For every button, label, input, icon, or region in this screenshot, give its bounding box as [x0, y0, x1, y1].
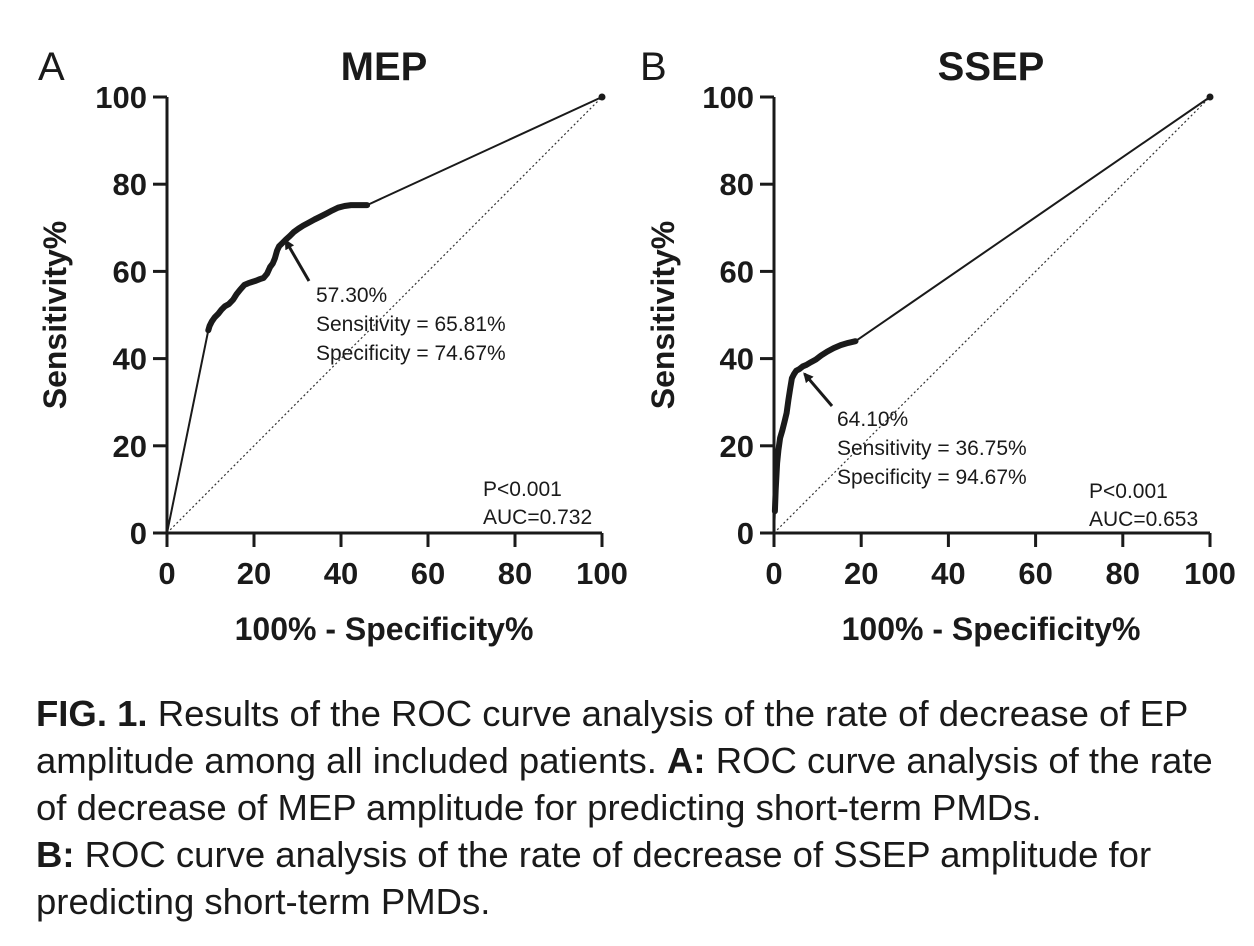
caption-fig-label: FIG. 1. — [36, 693, 148, 734]
x-tick-label: 20 — [844, 556, 878, 591]
chart-panel-b: B SSEP 0 20 40 60 80 100 0 20 40 60 80 100 100% - Spec… — [640, 45, 1236, 647]
reference-line — [166, 96, 603, 534]
stat-annotation-line: AUC=0.653 — [1089, 508, 1198, 531]
figure-caption: FIG. 1. Results of the ROC curve analysi… — [36, 690, 1236, 925]
chart-title: MEP — [341, 45, 428, 89]
cutoff-annotation-line: 57.30% — [316, 284, 387, 307]
x-tick-label: 40 — [324, 556, 358, 591]
caption-a-label: A: — [667, 740, 706, 781]
y-tick-label: 40 — [113, 342, 147, 377]
cutoff-annotation-line: Specificity = 94.67% — [837, 466, 1027, 489]
y-tick-label: 0 — [130, 516, 147, 551]
stat-annotation-line: P<0.001 — [483, 478, 562, 501]
chart-panel-a: A MEP 0 20 40 60 80 100 0 20 40 60 80 100 100% - Speci… — [37, 45, 628, 647]
stat-annotation-line: P<0.001 — [1089, 480, 1168, 503]
reference-line — [773, 96, 1211, 534]
roc-points-band — [205, 202, 371, 334]
x-tick-label: 80 — [1106, 556, 1140, 591]
y-tick-label: 20 — [113, 429, 147, 464]
y-tick-label: 100 — [95, 80, 147, 115]
cutoff-annotation-line: 64.10% — [837, 408, 908, 431]
x-tick-label: 20 — [237, 556, 271, 591]
x-axis-title: 100% - Specificity% — [235, 611, 534, 647]
y-tick-label: 20 — [720, 429, 754, 464]
x-axis-title: 100% - Specificity% — [842, 611, 1141, 647]
y-tick-label: 100 — [702, 80, 754, 115]
stat-annotation-line: AUC=0.732 — [483, 506, 592, 529]
roc-points-band — [771, 338, 859, 515]
caption-b-text: ROC curve analysis of the rate of decrea… — [36, 834, 1152, 922]
caption-fig-text: Results of the ROC curve analysis of the… — [36, 693, 1188, 781]
x-tick-label: 0 — [158, 556, 175, 591]
x-tick-label: 80 — [498, 556, 532, 591]
x-tick-label: 40 — [931, 556, 965, 591]
roc-end-point — [1206, 93, 1214, 101]
x-tick-label: 100 — [1184, 556, 1236, 591]
y-tick-label: 80 — [113, 167, 147, 202]
panel-letter: A — [38, 45, 65, 89]
y-tick-label: 60 — [113, 254, 147, 289]
roc-end-point — [598, 93, 606, 101]
y-tick-label: 80 — [720, 167, 754, 202]
roc-figure: A MEP 0 20 40 60 80 100 0 20 40 60 80 100 100% - Speci… — [37, 45, 1236, 647]
cutoff-annotation-line: Specificity = 74.67% — [316, 342, 506, 365]
cutoff-annotation-line: Sensitivity = 65.81% — [316, 313, 506, 336]
y-axis-title: Sensitivity% — [645, 221, 681, 410]
y-tick-label: 40 — [720, 342, 754, 377]
caption-a-text: ROC curve analysis of the rate of decrea… — [36, 740, 1213, 828]
y-tick-label: 60 — [720, 254, 754, 289]
y-axis-title: Sensitivity% — [37, 221, 73, 410]
x-tick-label: 0 — [765, 556, 782, 591]
x-tick-label: 100 — [576, 556, 628, 591]
y-tick-label: 0 — [737, 516, 754, 551]
chart-title: SSEP — [938, 45, 1045, 89]
panel-letter: B — [640, 45, 667, 89]
cutoff-arrow — [803, 372, 834, 407]
x-tick-label: 60 — [411, 556, 445, 591]
caption-b-label: B: — [36, 834, 75, 875]
cutoff-annotation-line: Sensitivity = 36.75% — [837, 437, 1027, 460]
cutoff-arrow — [284, 239, 311, 282]
x-tick-label: 60 — [1018, 556, 1052, 591]
